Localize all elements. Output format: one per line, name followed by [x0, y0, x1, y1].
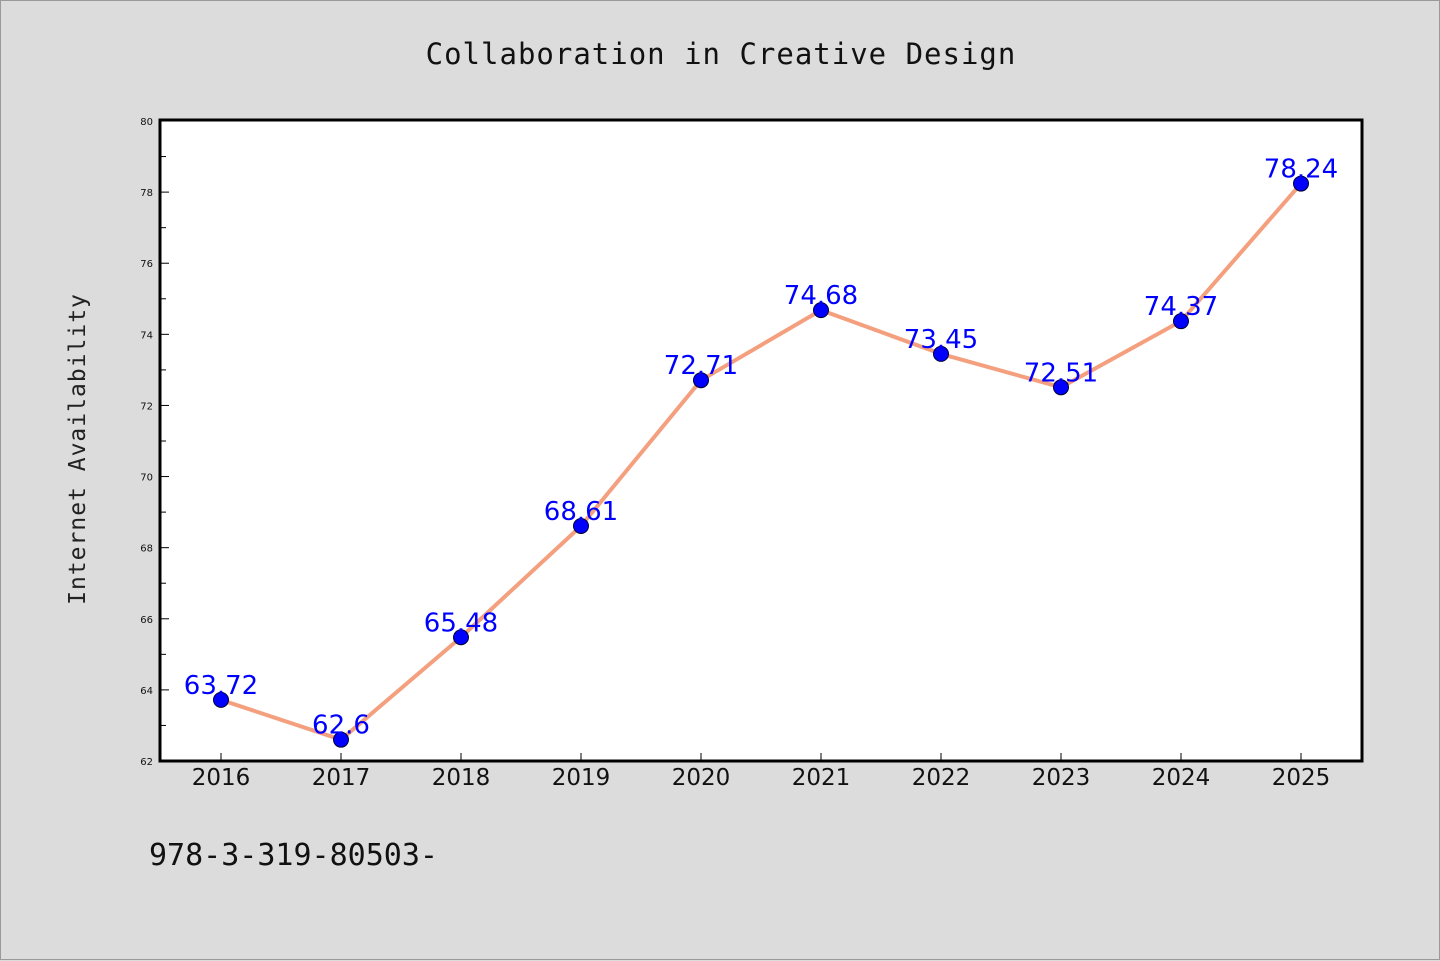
data-label: 74.68	[784, 281, 858, 311]
data-point	[813, 302, 829, 319]
data-point	[693, 372, 709, 389]
y-tick-label: 66	[140, 615, 153, 626]
data-label: 78.24	[1264, 155, 1338, 185]
data-labels: 63.72 62.6 65.48 68.61 72.71 74.68 73.45 72.51 7…	[184, 155, 1338, 741]
x-tick-label: 2023	[1032, 765, 1091, 791]
x-tick-label: 2020	[672, 765, 731, 791]
y-axis-ticks: 62 64 66 68 70 72 74 76 78 80	[140, 117, 169, 768]
data-point	[213, 691, 229, 708]
x-tick-label: 2018	[432, 765, 491, 791]
footer-text: 978-3-319-80503-	[149, 838, 438, 873]
x-tick-label: 2025	[1272, 765, 1331, 791]
series-path	[220, 182, 1303, 742]
data-point	[333, 731, 349, 748]
x-tick-label: 2016	[192, 765, 251, 791]
y-tick-label: 76	[140, 259, 153, 270]
data-point	[1053, 379, 1069, 396]
plot-area	[158, 118, 1364, 763]
data-point	[1173, 313, 1189, 330]
x-tick-label: 2017	[312, 765, 371, 791]
y-tick-label: 70	[140, 473, 153, 484]
x-tick-label: 2021	[792, 765, 851, 791]
data-label: 72.51	[1024, 358, 1098, 388]
x-axis-ticks: 2016 2017 2018 2019 2020 2021 2022 2023 2024 2025	[192, 753, 1331, 791]
data-label: 72.71	[664, 351, 738, 381]
data-label: 65.48	[424, 608, 498, 638]
y-tick-label: 72	[140, 401, 153, 412]
y-tick-label: 80	[140, 117, 153, 128]
y-tick-label: 78	[140, 188, 153, 199]
y-tick-label: 74	[140, 330, 153, 341]
data-point	[453, 629, 469, 646]
data-label: 63.72	[184, 671, 258, 701]
x-tick-label: 2024	[1152, 765, 1211, 791]
data-label: 73.45	[904, 325, 978, 355]
series-line	[213, 175, 1309, 748]
data-label: 62.6	[312, 711, 370, 741]
y-axis-label: Internet Availability	[65, 293, 91, 605]
y-tick-label: 68	[140, 544, 153, 555]
chart-title: Collaboration in Creative Design	[426, 37, 1017, 71]
data-point	[933, 345, 949, 362]
data-label: 74.37	[1144, 292, 1218, 322]
y-tick-label: 62	[140, 757, 153, 768]
data-point	[573, 517, 589, 534]
data-label: 68.61	[544, 497, 618, 527]
data-point	[1293, 175, 1309, 192]
x-tick-label: 2019	[552, 765, 611, 791]
x-tick-label: 2022	[912, 765, 971, 791]
y-tick-label: 64	[140, 686, 153, 697]
